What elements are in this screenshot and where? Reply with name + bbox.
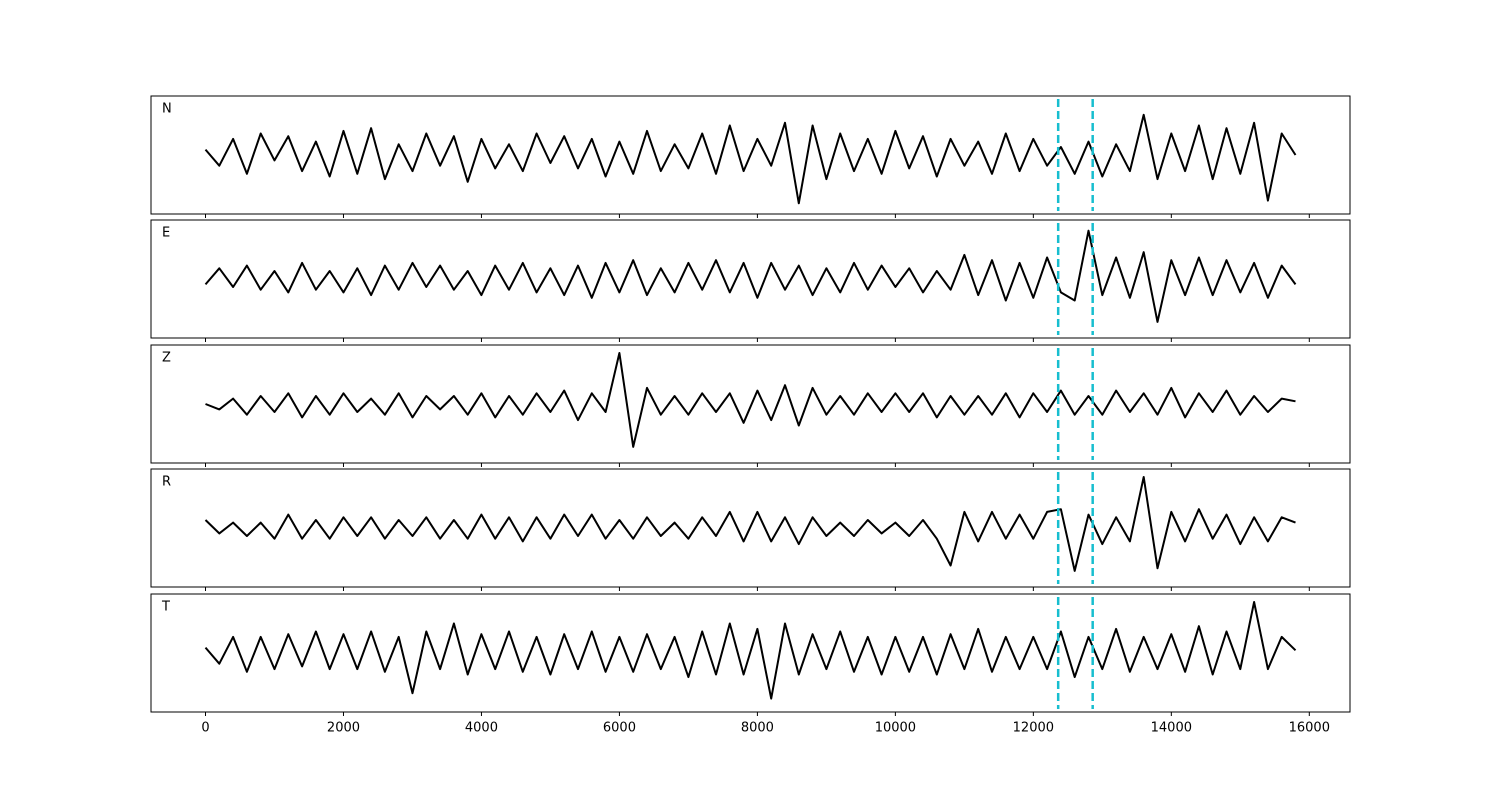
trace-label: E	[162, 226, 170, 241]
axes-frame	[150, 344, 1351, 464]
x-tick-label: 14000	[1151, 721, 1192, 736]
axes-frame	[150, 468, 1351, 588]
trace	[204, 113, 1297, 205]
axes-frame	[150, 219, 1351, 339]
trace	[204, 229, 1297, 323]
trace-label: R	[162, 475, 171, 490]
x-tick-label: 0	[201, 721, 209, 736]
trace	[204, 601, 1297, 700]
axes-frame	[150, 95, 1351, 215]
x-tick-label: 6000	[603, 721, 636, 736]
x-tick-label: 12000	[1013, 721, 1054, 736]
x-tick-label: 10000	[875, 721, 916, 736]
x-tick-label: 4000	[465, 721, 498, 736]
axes-frame	[150, 593, 1351, 713]
trace-label: Z	[162, 351, 171, 366]
x-tick-label: 16000	[1289, 721, 1330, 736]
trace	[205, 352, 1296, 448]
trace-label: N	[162, 102, 172, 117]
trace	[204, 476, 1296, 572]
x-tick-label: 8000	[741, 721, 774, 736]
trace-label: T	[161, 600, 170, 615]
x-tick-label: 2000	[327, 721, 360, 736]
